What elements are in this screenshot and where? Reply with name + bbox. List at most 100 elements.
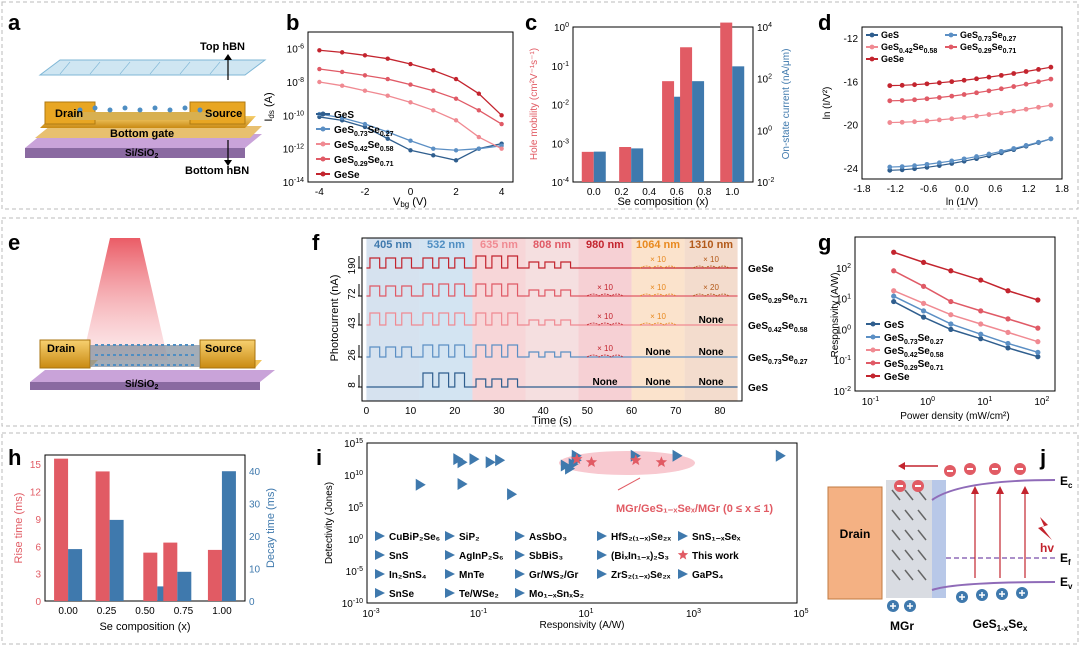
d-point [1048, 76, 1054, 82]
i-annotation: MGr/GeS₁₋ₓSeₓ/MGr (0 ≤ x ≤ 1) [616, 503, 773, 515]
g-xlabel: Power density (mW/cm²) [900, 411, 1009, 422]
b-legend-marker [320, 171, 326, 177]
f-wavelength-band [684, 238, 738, 401]
i-ytick: 105 [348, 502, 363, 514]
d-point [1023, 106, 1029, 112]
i-xtick: 103 [686, 608, 701, 620]
d-xtick: 1.8 [1055, 184, 1069, 195]
g-series-line [893, 295, 1039, 354]
d-xlabel: ln (1/V) [946, 197, 978, 208]
d-point [936, 160, 942, 166]
label-bottom-hbn: Bottom hBN [185, 165, 249, 177]
h-xtick: 0.00 [58, 606, 78, 617]
b-point [499, 121, 504, 127]
b-point [431, 108, 436, 113]
c-current-bar [692, 81, 705, 182]
g-point [1005, 329, 1011, 335]
panel-label-c: c [525, 10, 537, 35]
i-legend-label: SnSe [389, 589, 414, 600]
g-ylabel: Responsivity (A/W) [830, 272, 841, 357]
i-legend-marker [597, 550, 607, 560]
d-point [936, 95, 942, 100]
b-point [453, 96, 459, 101]
i-reference-point [457, 477, 468, 490]
i-legend-label: Te/WSe₂ [459, 589, 499, 600]
g-legend-label: GeS0.73Se0.27 [884, 333, 944, 346]
b-point [453, 76, 459, 82]
g-legend-marker [870, 334, 876, 340]
panel-g-chart: 10-1 100 101 102 102 101 100 10-1 10-2 Responsiv… [830, 236, 1056, 422]
b-point [385, 56, 390, 61]
i-reference-point [507, 488, 518, 501]
d-legend-marker [869, 32, 875, 38]
g-point [948, 326, 954, 332]
f-none-label: None [699, 347, 724, 358]
g-series-line [893, 290, 1039, 343]
f-gain-label: × 10 [650, 312, 666, 321]
f-ylabel: Photocurrent (nA) [329, 275, 341, 362]
label-source-a: Source [205, 108, 242, 120]
c-ytick-right: 104 [757, 22, 772, 34]
g-point [920, 300, 927, 306]
g-point [948, 312, 954, 318]
d-point [1048, 102, 1054, 108]
b-point [385, 93, 390, 98]
d-point [1036, 66, 1041, 72]
c-ytick-left: 10-2 [552, 100, 569, 112]
d-point [936, 117, 942, 123]
i-this-work-star [655, 456, 668, 468]
f-gain-label: × 10 [650, 283, 666, 292]
d-ytick: -16 [844, 77, 859, 88]
f-gain-label: × 10 [597, 344, 613, 353]
d-legend-marker [948, 32, 954, 38]
f-row-label: GeSe [748, 264, 774, 275]
d-xtick: 0.6 [988, 184, 1002, 195]
b-point [476, 91, 482, 96]
f-xtick: 20 [449, 406, 461, 417]
g-point [1005, 316, 1011, 322]
b-legend-label: GeS [334, 110, 354, 121]
g-xtick: 101 [977, 396, 992, 408]
g-point [1035, 339, 1041, 345]
i-legend-marker [375, 569, 385, 579]
i-this-work-star [585, 456, 598, 468]
i-reference-point [495, 454, 506, 467]
f-wavelength-label: 635 nm [480, 239, 518, 251]
b-point [453, 158, 459, 163]
i-legend-marker [375, 588, 385, 598]
h-ytick-right: 20 [249, 532, 261, 543]
d-point [1048, 136, 1054, 142]
j-mgr: MGr [890, 619, 914, 633]
d-legend-marker [869, 56, 875, 62]
d-point [998, 72, 1004, 78]
g-point [948, 321, 954, 327]
b-ytick: 10-14 [283, 177, 304, 189]
d-point [924, 118, 930, 124]
c-xtick: 1.0 [725, 187, 739, 198]
d-point [986, 112, 992, 117]
b-xtick: -4 [315, 187, 324, 198]
i-legend-marker [515, 569, 525, 579]
i-this-work-star [571, 453, 583, 465]
f-xtick: 10 [405, 406, 417, 417]
d-xtick: 1.2 [1022, 184, 1036, 195]
panel-label-j: j [1039, 445, 1046, 470]
g-point [948, 298, 954, 305]
c-xtick: 0.2 [615, 187, 629, 198]
b-point [362, 88, 368, 93]
f-gain-trace [586, 293, 624, 297]
d-point [899, 164, 905, 169]
g-point [920, 308, 927, 314]
d-point [961, 77, 967, 83]
h-xtick: 0.25 [97, 606, 117, 617]
g-point [920, 259, 927, 265]
c-xtick: 0.4 [642, 187, 656, 198]
b-point [499, 113, 504, 118]
h-xlabel: Se composition (x) [99, 621, 190, 633]
h-ytick-left: 9 [35, 515, 41, 526]
i-legend-marker [515, 550, 525, 560]
c-ytick-left: 10-1 [552, 61, 569, 73]
h-rise-bar [95, 471, 110, 601]
f-xtick: 40 [538, 406, 550, 417]
f-wavelength-label: 1310 nm [689, 239, 733, 251]
